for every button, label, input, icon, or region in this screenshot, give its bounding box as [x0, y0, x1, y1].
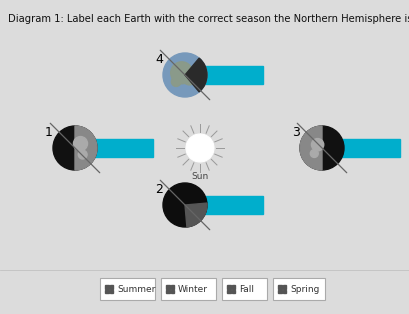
Bar: [105, 290, 108, 293]
Bar: [110, 290, 113, 293]
FancyBboxPatch shape: [100, 278, 155, 300]
Bar: [171, 290, 174, 293]
FancyBboxPatch shape: [161, 278, 216, 300]
Bar: [166, 290, 169, 293]
Circle shape: [186, 134, 214, 162]
Wedge shape: [75, 126, 97, 170]
Circle shape: [300, 126, 344, 170]
FancyBboxPatch shape: [222, 278, 267, 300]
Text: 3: 3: [292, 126, 300, 139]
Text: Winter: Winter: [178, 284, 208, 294]
Text: Summer: Summer: [117, 284, 155, 294]
Text: Spring: Spring: [290, 284, 319, 294]
Text: 2: 2: [155, 183, 163, 196]
Circle shape: [183, 72, 196, 85]
Circle shape: [78, 150, 87, 159]
Bar: [203, 66, 263, 84]
Circle shape: [163, 183, 207, 227]
Text: Sun: Sun: [191, 172, 209, 181]
Bar: [340, 139, 400, 157]
Bar: [166, 285, 169, 289]
Bar: [227, 285, 231, 289]
Wedge shape: [185, 58, 207, 92]
Bar: [93, 139, 153, 157]
FancyBboxPatch shape: [273, 278, 325, 300]
Text: Fall: Fall: [239, 284, 254, 294]
Bar: [231, 290, 235, 293]
Text: Diagram 1: Label each Earth with the correct season the Northern Hemisphere is e: Diagram 1: Label each Earth with the cor…: [8, 14, 409, 24]
Circle shape: [311, 138, 324, 151]
Bar: [105, 285, 108, 289]
Bar: [171, 285, 174, 289]
Text: 4: 4: [155, 53, 163, 66]
Wedge shape: [300, 126, 322, 170]
Bar: [278, 290, 281, 293]
Circle shape: [171, 62, 193, 84]
Bar: [283, 290, 286, 293]
Circle shape: [74, 137, 88, 151]
Circle shape: [53, 126, 97, 170]
Bar: [231, 285, 235, 289]
Bar: [278, 285, 281, 289]
Bar: [283, 285, 286, 289]
Circle shape: [171, 77, 181, 86]
Circle shape: [310, 149, 318, 157]
Bar: [110, 285, 113, 289]
Bar: [227, 290, 231, 293]
Circle shape: [163, 53, 207, 97]
Wedge shape: [185, 203, 207, 227]
Bar: [203, 196, 263, 214]
Text: 1: 1: [45, 126, 53, 139]
